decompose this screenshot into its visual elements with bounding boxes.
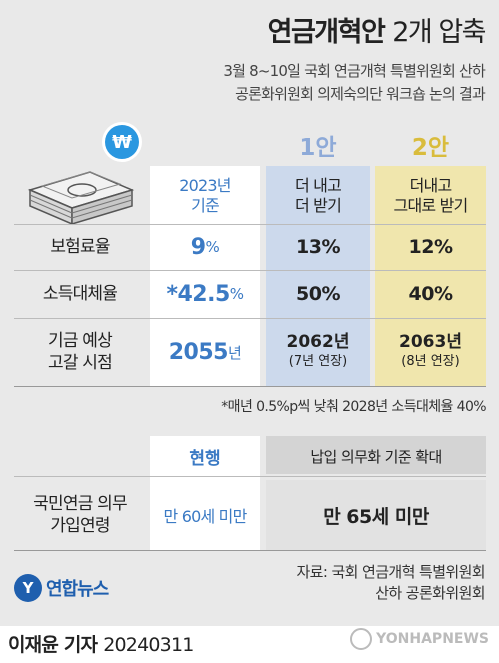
table2-proposal-bg	[266, 480, 486, 550]
row-divider	[14, 318, 486, 319]
row-label-premium-rate: 보험료율	[50, 237, 110, 257]
current-fund-depletion: 2055 년	[168, 339, 242, 365]
plan2-premium-rate: 12%	[408, 236, 453, 258]
watermark-icon	[350, 628, 373, 650]
subtitle-line2: 공론화위원회 의제숙의단 워크숍 논의 결과	[235, 85, 486, 103]
plan1-fund-depletion: 2062년 (7년 연장)	[286, 332, 350, 369]
row-divider	[14, 550, 486, 551]
publish-date: 20240311	[103, 634, 194, 656]
row-divider	[14, 270, 486, 271]
current-column-head: 2023년 기준	[179, 176, 231, 215]
plan2-fund-depletion: 2063년 (8년 연장)	[399, 332, 462, 369]
plan2-column-head: 더내고 그대로 받기	[393, 176, 469, 215]
row-divider	[14, 476, 486, 477]
title-light: 2개 압축	[392, 17, 486, 48]
reporter-name: 이재윤 기자	[8, 634, 98, 656]
subtitle: 3월 8~10일 국회 연금개혁 특별위원회 산하 공론화위원회 의제숙의단 워…	[223, 60, 485, 106]
subtitle-line1: 3월 8~10일 국회 연금개혁 특별위원회 산하	[223, 62, 485, 80]
yonhap-logo-icon: Y	[14, 574, 42, 602]
current-column-bg	[150, 166, 260, 386]
plan2-column-bg	[375, 166, 486, 386]
plan1-tag: 1안	[299, 135, 337, 161]
current-enrollment-age: 만 60세 미만	[163, 507, 247, 526]
row-label-enrollment-age: 국민연금 의무 가입연령	[33, 494, 127, 536]
reporter-credit: 이재윤 기자 20240311	[8, 630, 194, 657]
row-divider	[14, 224, 486, 225]
row-label-replacement-rate: 소득대체율	[42, 284, 118, 304]
title-bold: 연금개혁안	[267, 17, 386, 48]
table2-proposal-head-bg	[266, 436, 486, 474]
plan1-replacement-rate: 50%	[296, 283, 340, 305]
plan2-tag: 2안	[411, 135, 450, 161]
footnote: *매년 0.5%p씩 낮춰 2028년 소득대체율 40%	[221, 399, 486, 415]
yonhap-logo-text: 연합뉴스	[46, 579, 109, 600]
plan1-column-bg	[266, 166, 370, 386]
row-label-fund-depletion: 기금 예상 고갈 시점	[48, 331, 113, 373]
yonhap-logo: Y 연합뉴스	[14, 574, 109, 602]
source: 자료: 국회 연금개혁 특별위원회 산하 공론화위원회	[296, 563, 485, 602]
proposal-enrollment-age: 만 65세 미만	[323, 505, 429, 528]
won-coin-icon: ₩	[105, 125, 139, 159]
table2-current-bg	[150, 436, 260, 550]
table2-proposal-head: 납입 의무화 기준 확대	[310, 447, 442, 466]
table2-current-head: 현행	[189, 448, 221, 469]
current-premium-rate: 9%	[190, 234, 220, 260]
page-title: 연금개혁안 2개 압축	[267, 10, 487, 49]
row-divider	[14, 386, 486, 387]
money-stack-icon	[27, 171, 135, 226]
plan1-premium-rate: 13%	[296, 236, 340, 258]
watermark: YONHAPNEWS	[350, 628, 489, 650]
footer-bar	[0, 626, 499, 663]
plan2-replacement-rate: 40%	[408, 283, 453, 305]
plan1-column-head: 더 내고 더 받기	[294, 176, 342, 215]
current-replacement-rate: *42.5%	[166, 281, 244, 307]
